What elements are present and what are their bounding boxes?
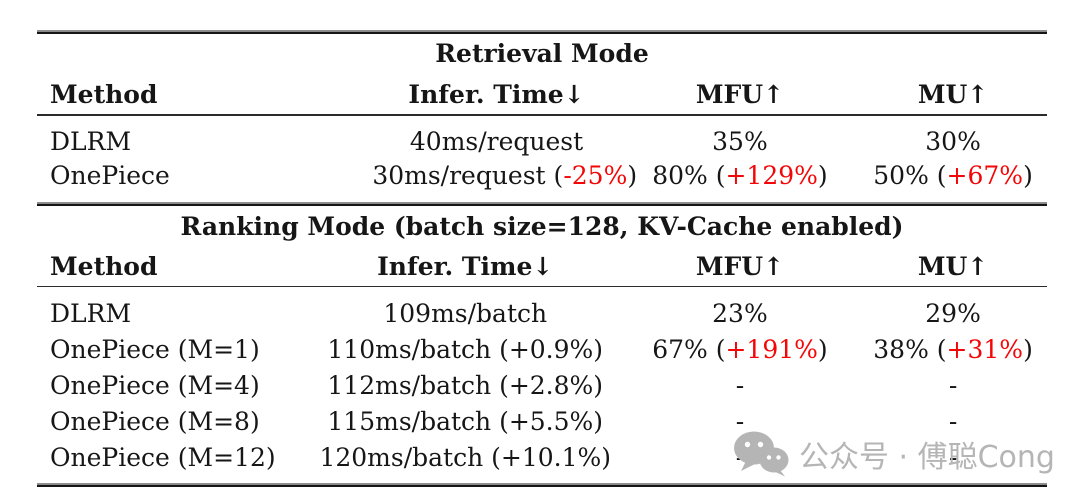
infer-time-cell: 120ms/batch (+10.1%): [310, 443, 621, 472]
table-top-rule: [37, 30, 1047, 34]
col-header-infer-time: Infer. Time↓: [377, 252, 554, 281]
method-cell: DLRM: [37, 127, 372, 156]
mu-cell: 50% (+67%): [859, 161, 1047, 190]
value-text: ): [1023, 161, 1033, 190]
table-row: OnePiece 30ms/request (-25%) 80% (+129%) 50…: [37, 159, 1047, 193]
infer-time-cell: 40ms/request: [372, 127, 620, 156]
value-text: 112ms/batch (+2.8%): [327, 370, 604, 400]
value-text: 35%: [712, 127, 768, 156]
mfu-cell: -: [621, 407, 859, 436]
table-body: DLRM 40ms/request 35% 30% OnePiece 30ms/reque…: [37, 116, 1047, 202]
value-text: 30ms/request (: [372, 161, 564, 190]
mu-cell: -: [859, 443, 1047, 472]
col-header-mu: MU↑: [917, 79, 989, 109]
mu-cell: 29%: [859, 299, 1047, 328]
value-text: OnePiece (M=4): [50, 370, 260, 400]
table-row: OnePiece (M=4) 112ms/batch (+2.8%) - -: [37, 367, 1047, 403]
col-header-method: Method: [50, 252, 158, 281]
value-text: DLRM: [50, 127, 132, 156]
value-text: 40ms/request: [409, 127, 584, 156]
value-text: 120ms/batch (+10.1%): [319, 442, 611, 472]
value-text: 80% (: [652, 161, 726, 190]
table-bottom-rule: [37, 483, 1047, 487]
section-divider-rule: [37, 201, 1047, 206]
method-cell: OnePiece: [37, 161, 372, 190]
col-header-infer-time: Infer. Time↓: [408, 79, 585, 109]
value-text: -: [948, 406, 958, 436]
mfu-cell: 67% (+191%): [621, 335, 859, 364]
value-text: 23%: [712, 298, 768, 328]
section-title: Retrieval Mode: [435, 39, 649, 68]
method-cell: OnePiece (M=8): [37, 407, 310, 436]
value-text: OnePiece (M=12): [50, 442, 276, 472]
watermark: 公众号 · 傅聪Cong: [733, 430, 1055, 477]
value-text: 30%: [925, 127, 981, 156]
mfu-cell: 35%: [621, 127, 859, 156]
header-row: Method Infer. Time↓ MFU↑ MU↑: [37, 248, 1047, 286]
table-row: DLRM 40ms/request 35% 30%: [37, 125, 1047, 159]
table-row: OnePiece (M=8) 115ms/batch (+5.5%) - -: [37, 403, 1047, 439]
infer-time-cell: 112ms/batch (+2.8%): [310, 371, 621, 400]
value-text: 67% (: [652, 334, 726, 364]
col-header-mfu: MFU↑: [695, 252, 785, 281]
mfu-cell: 80% (+129%): [621, 161, 859, 190]
wechat-icon: [733, 430, 789, 477]
mu-cell: 30%: [859, 127, 1047, 156]
header-rule: [37, 114, 1047, 116]
infer-time-cell: 110ms/batch (+0.9%): [310, 335, 621, 364]
value-text: -: [735, 406, 745, 436]
header-row: Method Infer. Time↓ MFU↑ MU↑: [37, 74, 1047, 114]
value-text: ): [817, 161, 828, 190]
mu-cell: -: [859, 407, 1047, 436]
table-body: DLRM 109ms/batch 23% 29% OnePiece (M=1) 110ms…: [37, 287, 1047, 483]
header-rule: [37, 285, 1047, 287]
mu-cell: 38% (+31%): [859, 335, 1047, 364]
mu-cell: -: [859, 371, 1047, 400]
section-ranking-mode: Ranking Mode (batch size=128, KV-Cache e…: [37, 206, 1047, 484]
method-cell: OnePiece (M=12): [37, 443, 310, 472]
value-text: ): [627, 161, 638, 190]
infer-time-cell: 30ms/request (-25%): [372, 161, 637, 190]
col-header-method: Method: [50, 79, 158, 109]
table-row: OnePiece (M=12)120ms/batch (+10.1%)--: [37, 439, 1047, 475]
mfu-cell: -: [621, 371, 859, 400]
method-cell: DLRM: [37, 299, 310, 328]
value-text: 110ms/batch (+0.9%): [327, 334, 604, 364]
mfu-cell: 23%: [621, 299, 859, 328]
delta-highlight: +67%: [946, 161, 1024, 190]
infer-time-cell: 115ms/batch (+5.5%): [310, 407, 621, 436]
table-row: OnePiece (M=1) 110ms/batch (+0.9%) 67% (+1…: [37, 331, 1047, 367]
delta-highlight: +31%: [946, 334, 1024, 364]
value-text: OnePiece: [50, 161, 170, 190]
value-text: 38% (: [873, 334, 947, 364]
performance-table: Retrieval Mode Method Infer. Time↓ MFU↑ …: [37, 30, 1047, 487]
method-cell: OnePiece (M=1): [37, 335, 310, 364]
value-text: OnePiece (M=1): [50, 334, 260, 364]
delta-highlight: +191%: [725, 334, 818, 364]
col-header-mfu: MFU↑: [695, 79, 785, 109]
value-text: -: [948, 370, 958, 400]
section-title: Ranking Mode (batch size=128, KV-Cache e…: [180, 211, 904, 241]
value-text: ): [1023, 334, 1033, 364]
delta-highlight: -25%: [563, 161, 628, 190]
value-text: -: [948, 442, 958, 472]
col-header-mu: MU↑: [917, 252, 989, 281]
watermark-text: 公众号 · 傅聪Cong: [799, 439, 1055, 475]
value-text: -: [735, 370, 745, 400]
value-text: 109ms/batch: [383, 298, 548, 328]
value-text: 115ms/batch (+5.5%): [327, 406, 604, 436]
value-text: 50% (: [873, 161, 947, 190]
delta-highlight: +129%: [725, 161, 818, 190]
section-retrieval-mode: Retrieval Mode Method Infer. Time↓ MFU↑ …: [37, 34, 1047, 202]
table-row: DLRM 109ms/batch 23% 29%: [37, 295, 1047, 331]
value-text: 29%: [925, 298, 981, 328]
value-text: ): [817, 334, 828, 364]
infer-time-cell: 109ms/batch: [310, 299, 621, 328]
method-cell: OnePiece (M=4): [37, 371, 310, 400]
value-text: OnePiece (M=8): [50, 406, 260, 436]
value-text: DLRM: [50, 298, 132, 328]
